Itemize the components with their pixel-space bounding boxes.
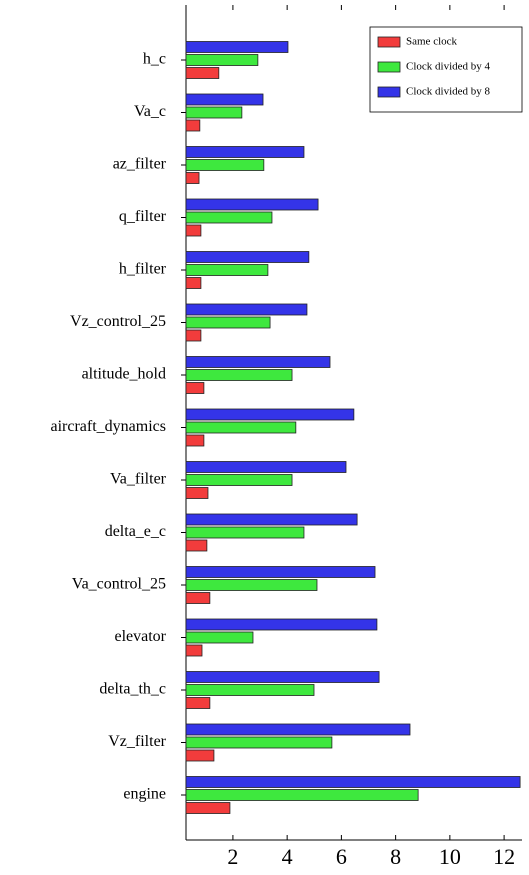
legend-swatch	[377, 36, 401, 48]
y-tick-label: Va_filter	[110, 471, 167, 488]
bar	[185, 434, 205, 447]
bar	[185, 224, 202, 237]
y-tick-label: delta_e_c	[105, 523, 166, 540]
y-tick-label: az_filter	[113, 156, 167, 173]
legend-label: Same clock	[406, 36, 458, 48]
bar	[185, 684, 315, 696]
bar	[185, 198, 319, 211]
bar	[185, 277, 202, 289]
bar	[185, 631, 254, 644]
x-tick-label: 10	[439, 844, 461, 869]
y-tick-label: Va_control_25	[72, 576, 166, 593]
bar	[185, 539, 208, 552]
bar	[185, 41, 289, 53]
bar	[185, 106, 243, 119]
bar	[185, 408, 355, 421]
bar	[185, 697, 211, 709]
bar	[185, 671, 380, 683]
y-tick-label: Vz_control_25	[70, 313, 166, 330]
y-tick-label: aircraft_dynamics	[51, 418, 167, 435]
bar	[185, 421, 297, 434]
bar	[185, 93, 264, 106]
legend-swatch	[377, 86, 401, 98]
bar	[185, 644, 203, 657]
x-tick-label: 2	[227, 844, 238, 869]
bar	[185, 487, 209, 499]
bar	[185, 566, 376, 578]
bar	[185, 513, 358, 526]
y-tick-label: h_filter	[119, 261, 167, 278]
bar	[185, 119, 201, 132]
bar	[185, 251, 310, 263]
bar	[185, 382, 205, 394]
bar	[185, 172, 200, 184]
bar	[185, 723, 411, 736]
y-tick-label: engine	[123, 786, 166, 803]
bar	[185, 526, 305, 539]
y-tick-label: Va_c	[134, 103, 166, 120]
bar	[185, 802, 231, 814]
bar	[185, 736, 333, 749]
bar	[185, 369, 293, 381]
x-tick-label: 12	[493, 844, 515, 869]
bar	[185, 264, 269, 276]
legend-label: Clock divided by 4	[406, 61, 491, 73]
bar	[185, 329, 202, 342]
y-tick-label: q_filter	[119, 208, 167, 225]
y-tick-label: Vz_filter	[108, 733, 166, 750]
bar	[185, 579, 318, 591]
y-tick-label: h_c	[143, 51, 166, 68]
bar	[185, 618, 378, 631]
bar	[185, 461, 347, 473]
y-tick-label: elevator	[114, 628, 166, 645]
bar	[185, 67, 220, 79]
legend-label: Clock divided by 8	[406, 86, 491, 98]
bar	[185, 159, 265, 171]
x-tick-label: 4	[282, 844, 293, 869]
legend-swatch	[377, 61, 401, 73]
bar	[185, 474, 293, 486]
bar	[185, 316, 271, 329]
bar	[185, 303, 308, 316]
y-tick-label: altitude_hold	[82, 366, 166, 383]
x-tick-label: 6	[336, 844, 347, 869]
bar	[185, 592, 211, 604]
bar	[185, 54, 259, 66]
bar	[185, 789, 419, 801]
bar	[185, 776, 521, 788]
bar	[185, 356, 331, 368]
bar	[185, 749, 215, 762]
y-tick-label: delta_th_c	[99, 681, 166, 698]
bar	[185, 146, 305, 158]
x-tick-label: 8	[390, 844, 401, 869]
bar	[185, 211, 273, 224]
